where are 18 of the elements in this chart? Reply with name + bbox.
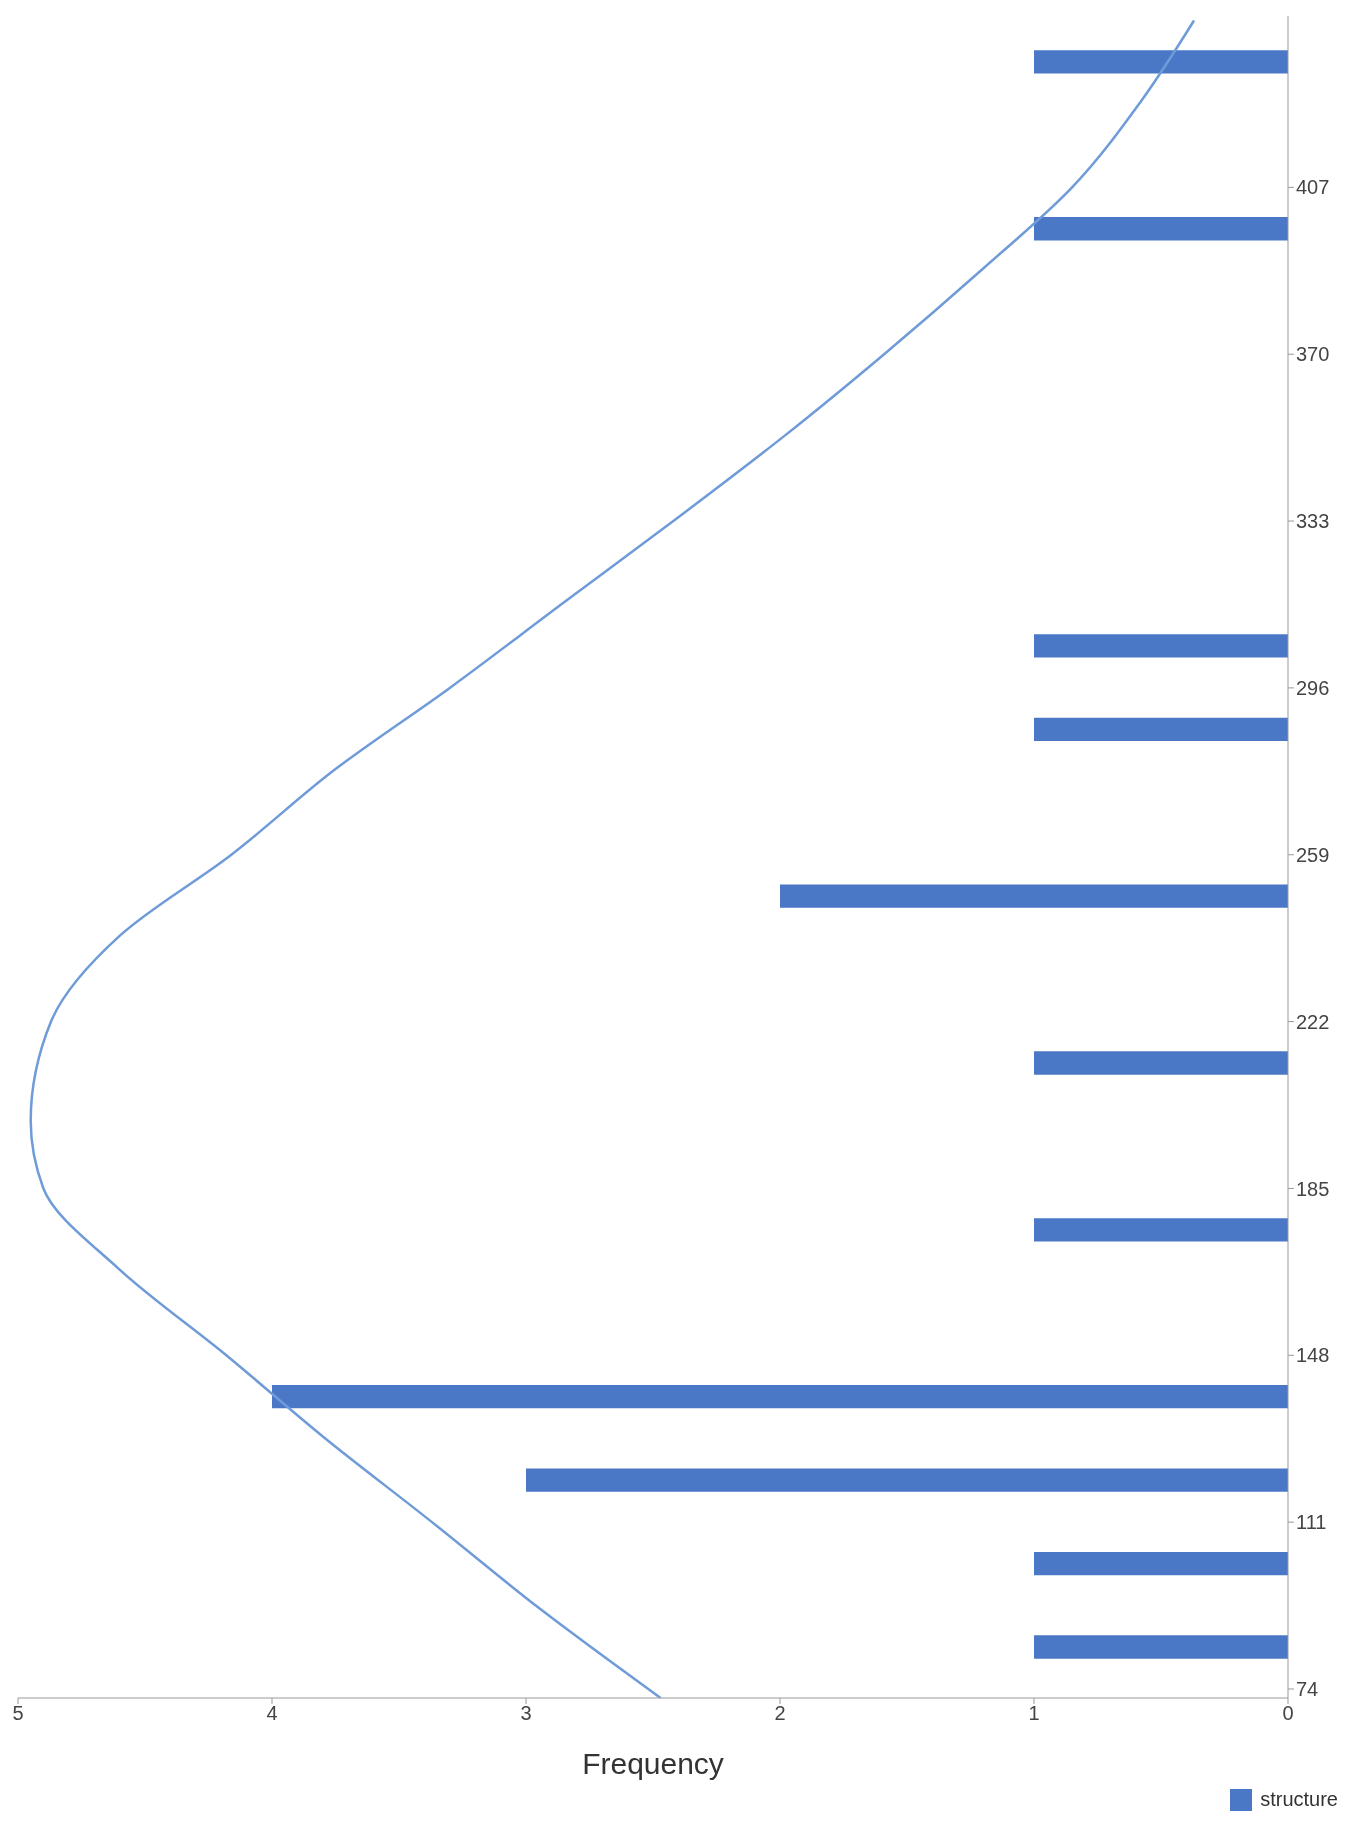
x-tick-label: 5	[12, 1702, 24, 1725]
y-tick-label: 259	[1296, 843, 1330, 866]
x-tick-label: 3	[520, 1702, 532, 1725]
x-tick-label: 1	[1028, 1702, 1040, 1725]
y-tick-label: 296	[1296, 677, 1330, 699]
x-tick-label: 0	[1282, 1702, 1294, 1725]
y-tick-label: 111	[1296, 1511, 1327, 1534]
y-tick-label: 185	[1296, 1177, 1330, 1200]
legend-label: structure	[1260, 1788, 1338, 1811]
x-tick-label: 2	[774, 1702, 786, 1725]
x-axis-title: Frequency	[582, 1747, 724, 1780]
y-tick-label: 407	[1296, 176, 1330, 199]
y-tick-label: 74	[1296, 1678, 1319, 1701]
x-tick-label: 4	[266, 1702, 278, 1725]
y-tick-label: 148	[1296, 1344, 1330, 1367]
y-tick-label: 370	[1296, 343, 1330, 366]
y-tick-label: 222	[1296, 1010, 1330, 1033]
y-tick-label: 333	[1296, 510, 1330, 533]
